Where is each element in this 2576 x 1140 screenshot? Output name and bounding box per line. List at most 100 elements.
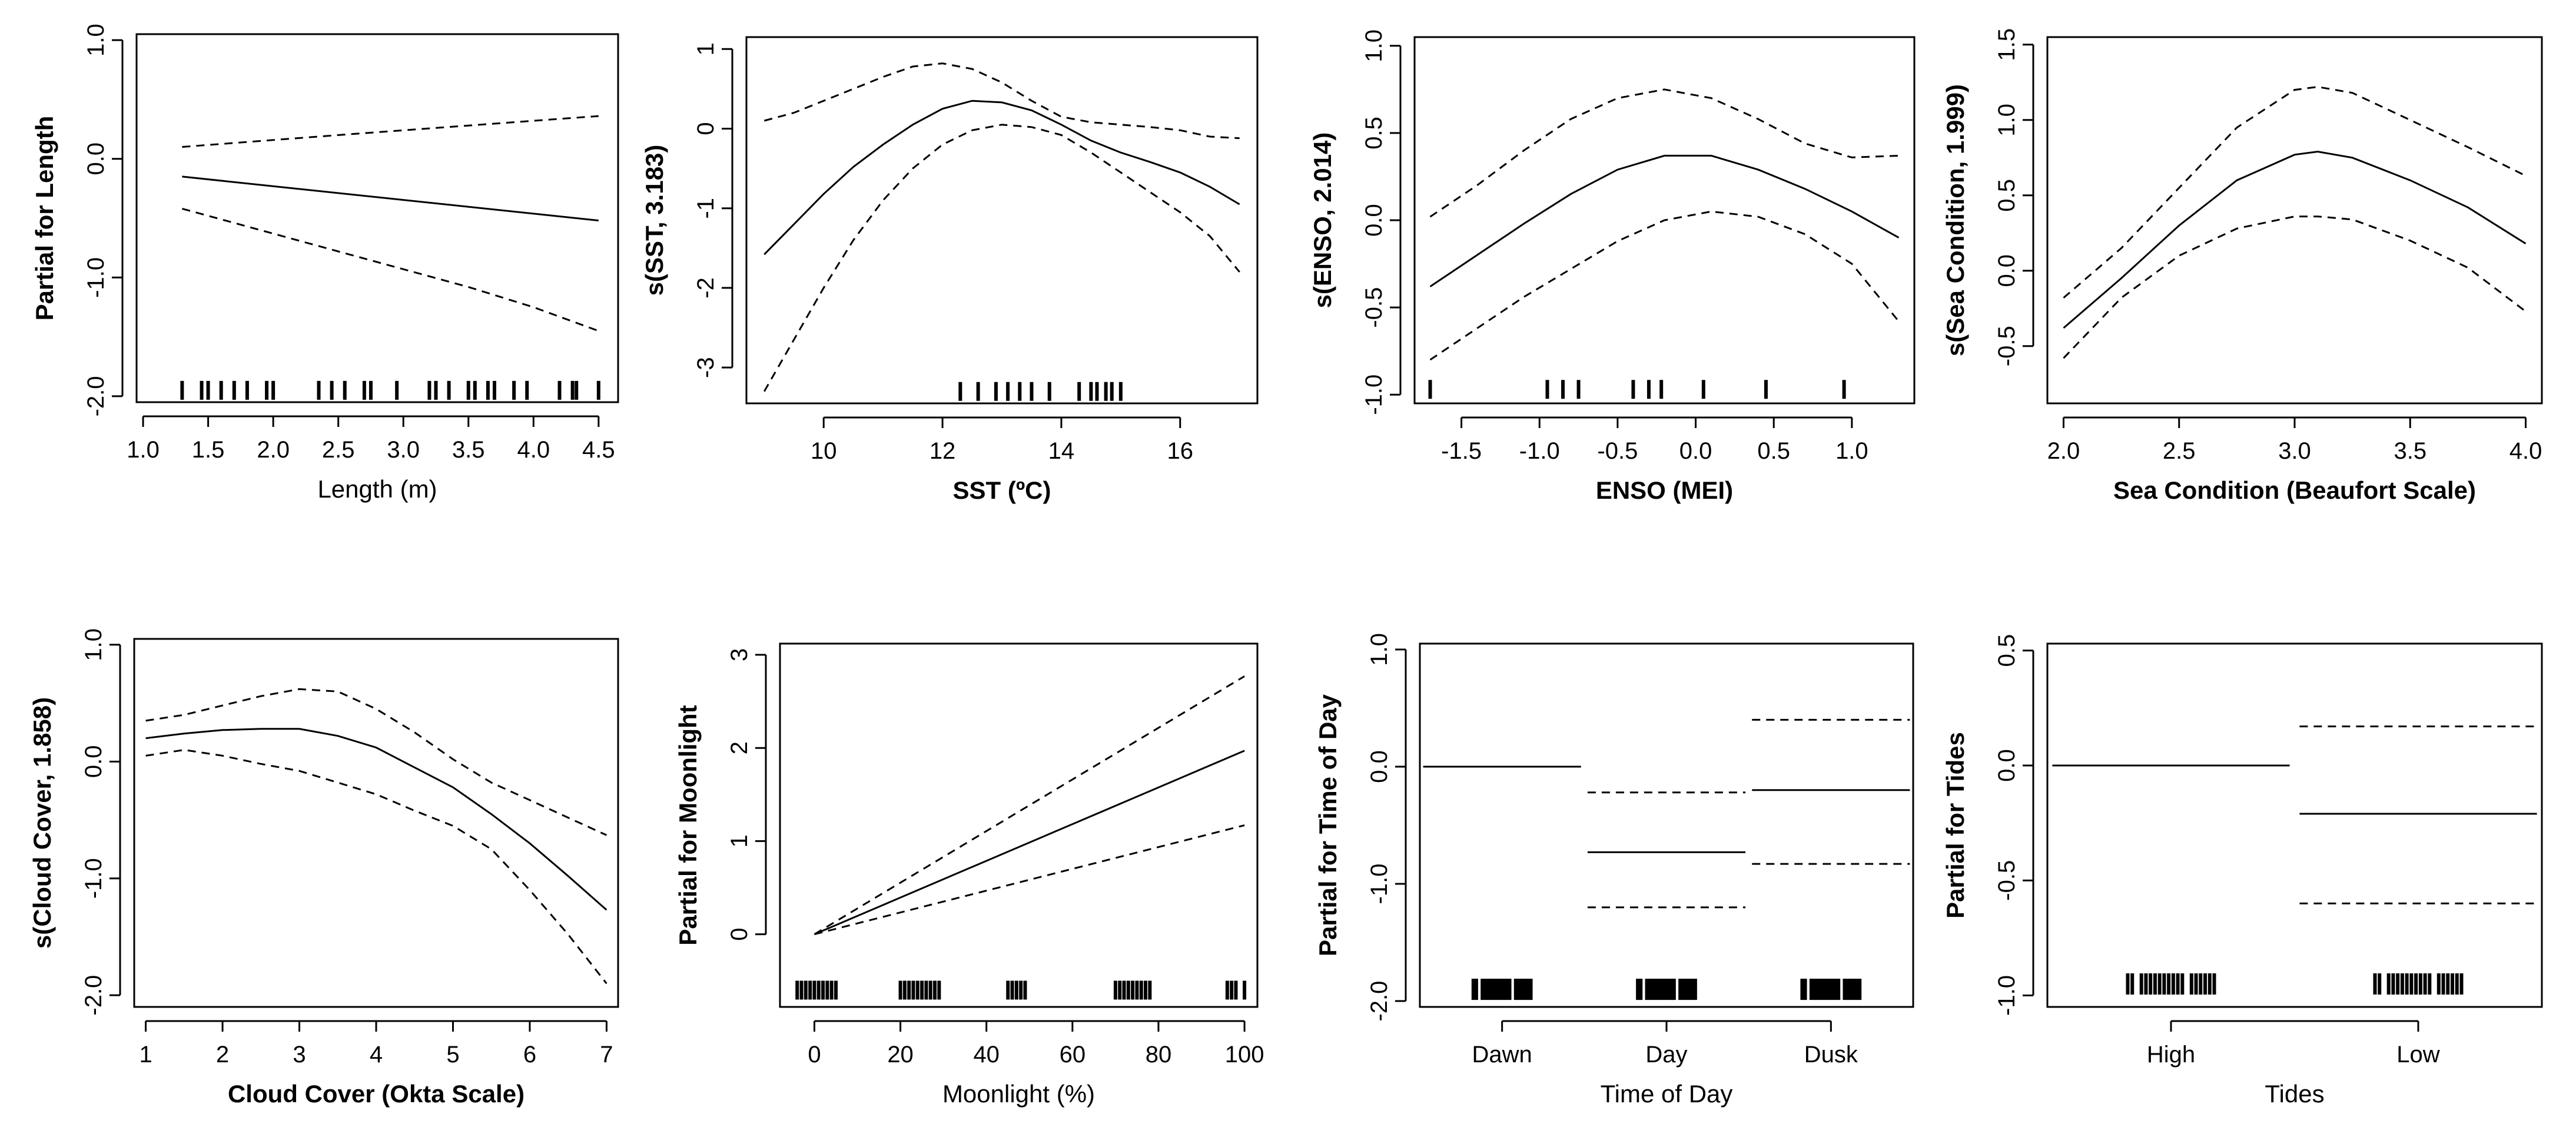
y-tick-label: 1 — [693, 42, 719, 55]
series-fit — [814, 750, 1245, 935]
plot-frame — [2046, 642, 2543, 1008]
y-tick-label: -1.0 — [1361, 375, 1387, 415]
y-tick-label: -0.5 — [1994, 326, 2020, 366]
panel-length: 1.0 1.5 2.0 2.5 3.0 3.5 4.0 4.5 Length (m) -2.0 -1… — [31, 24, 619, 503]
x-tick-label: 7 — [600, 1042, 613, 1068]
y-tick-label: 1.5 — [1994, 28, 2020, 61]
y-tick-label: -2.0 — [81, 975, 107, 1016]
x-tick-label: -1.0 — [1519, 438, 1560, 464]
x-tick-label: 80 — [1146, 1042, 1172, 1068]
plot-frame — [135, 33, 619, 403]
series-lower — [145, 748, 608, 985]
panel-tides: High Low Tides -1.0 -0.5 0.0 0.5 Partial for Ti… — [1941, 634, 2543, 1108]
y-tick-label: 0.0 — [81, 745, 107, 778]
y-tick-label: 0.0 — [1366, 750, 1392, 783]
y-axis-title: Partial for Time of Day — [1314, 694, 1342, 956]
x-tick-label: 100 — [1225, 1042, 1264, 1068]
x-tick-label: 3 — [293, 1042, 306, 1068]
x-tick-label: 1.0 — [127, 437, 160, 463]
x-tick-label: 2 — [216, 1042, 229, 1068]
series-upper — [1429, 88, 1899, 218]
x-axis-title: ENSO (MEI) — [1596, 476, 1733, 504]
x-axis-title: Cloud Cover (Okta Scale) — [228, 1080, 525, 1108]
y-tick-label: -2.0 — [83, 376, 109, 416]
x-tick-label: High — [2147, 1042, 2195, 1068]
x-tick-label: 12 — [930, 438, 956, 464]
x-tick-label: 20 — [887, 1042, 914, 1068]
x-tick-label: 2.0 — [2047, 438, 2080, 464]
y-tick-label: -1.0 — [81, 858, 107, 899]
x-tick-label: 60 — [1060, 1042, 1086, 1068]
x-tick-label: -1.5 — [1441, 438, 1482, 464]
y-tick-label: 1.0 — [1366, 633, 1392, 666]
x-tick-label: Dawn — [1472, 1042, 1532, 1068]
y-axis-title: s(ENSO, 2.014) — [1309, 132, 1336, 309]
y-tick-label: 0 — [693, 122, 719, 135]
y-tick-label: -1.0 — [83, 257, 109, 298]
panel-cloud: 1 2 3 4 5 6 7 Cloud Cover (Okta Scale) -2.0 -1.0 0… — [28, 628, 619, 1108]
x-tick-label: 2.5 — [322, 437, 355, 463]
x-tick-label: 4 — [370, 1042, 383, 1068]
plot-frame — [1413, 36, 1916, 405]
y-tick-label: -1.0 — [1994, 975, 2020, 1016]
series-upper — [145, 688, 608, 836]
x-tick-label: Dusk — [1804, 1042, 1858, 1068]
x-tick-label: 14 — [1048, 438, 1075, 464]
y-tick-label: 0.0 — [83, 142, 109, 175]
y-tick-label: -2.0 — [1366, 981, 1392, 1022]
y-tick-label: 2 — [726, 741, 752, 754]
panel-time: Dawn Day Dusk Time of Day -2.0 -1.0 0.0 1.0 Part… — [1314, 633, 1914, 1108]
plot-frame — [133, 638, 619, 1008]
series-lower — [2063, 216, 2527, 359]
panel-sst: 10 12 14 16 SST (ºC) -3 -2 -1 0 1 s(SST, 3.183) — [640, 36, 1259, 504]
series-fit — [2063, 150, 2527, 329]
plot-frame — [779, 642, 1259, 1008]
x-tick-label: 2.5 — [2163, 438, 2196, 464]
y-axis-title: Partial for Tides — [1941, 732, 1969, 919]
panel-moon: 0 20 40 60 80 100 Moonlight (%) 0 1 2 3 Partial for… — [674, 642, 1264, 1108]
x-tick-label: 0.0 — [1679, 438, 1712, 464]
series-fit — [145, 728, 608, 911]
x-tick-label: Low — [2396, 1042, 2439, 1068]
x-axis-title: Sea Condition (Beaufort Scale) — [2113, 476, 2476, 504]
y-axis-title: s(Cloud Cover, 1.858) — [28, 697, 56, 949]
panel-enso: -1.5 -1.0 -0.5 0.0 0.5 1.0 ENSO (MEI) -1.0 -0.5 0… — [1309, 29, 1916, 504]
x-tick-label: 4.5 — [582, 437, 615, 463]
series-lower — [763, 124, 1240, 392]
x-tick-label: 2.0 — [257, 437, 290, 463]
y-tick-label: 0.5 — [1994, 634, 2020, 667]
plot-frame — [1419, 642, 1914, 1008]
x-tick-label: 4.0 — [2509, 438, 2542, 464]
x-tick-label: 3.5 — [2394, 438, 2426, 464]
x-tick-label: -0.5 — [1597, 438, 1638, 464]
x-tick-label: 1.0 — [1835, 438, 1868, 464]
series-lower — [182, 207, 599, 332]
y-tick-label: 1.0 — [1994, 104, 2020, 137]
x-tick-label: 4.0 — [517, 437, 550, 463]
y-tick-label: 0 — [726, 927, 752, 940]
series-lower — [1429, 210, 1900, 361]
y-tick-label: -1.0 — [1366, 864, 1392, 904]
y-axis-title: s(Sea Condition, 1.999) — [1941, 84, 1969, 356]
y-tick-label: -1 — [693, 198, 719, 219]
x-tick-label: Day — [1645, 1042, 1687, 1068]
y-tick-label: 3 — [726, 648, 752, 661]
series-upper — [182, 115, 599, 148]
y-tick-label: 1.0 — [81, 628, 107, 661]
y-tick-label: 0.0 — [1994, 749, 2020, 782]
x-tick-label: 3.5 — [452, 437, 485, 463]
x-tick-label: 1 — [139, 1042, 152, 1068]
x-tick-label: 10 — [811, 438, 837, 464]
y-tick-label: -0.5 — [1994, 860, 2020, 901]
panel-sea: 2.0 2.5 3.0 3.5 4.0 Sea Condition (Beaufort S… — [1941, 28, 2543, 504]
x-tick-label: 16 — [1167, 438, 1194, 464]
x-tick-label: 6 — [523, 1042, 536, 1068]
x-tick-label: 3.0 — [2278, 438, 2311, 464]
x-axis-title: Time of Day — [1601, 1080, 1733, 1108]
y-tick-label: 1.0 — [1361, 29, 1387, 62]
series-fit — [182, 175, 599, 221]
y-tick-label: 1.0 — [83, 24, 109, 57]
plot-frame — [745, 36, 1259, 405]
y-axis-title: s(SST, 3.183) — [640, 145, 668, 296]
